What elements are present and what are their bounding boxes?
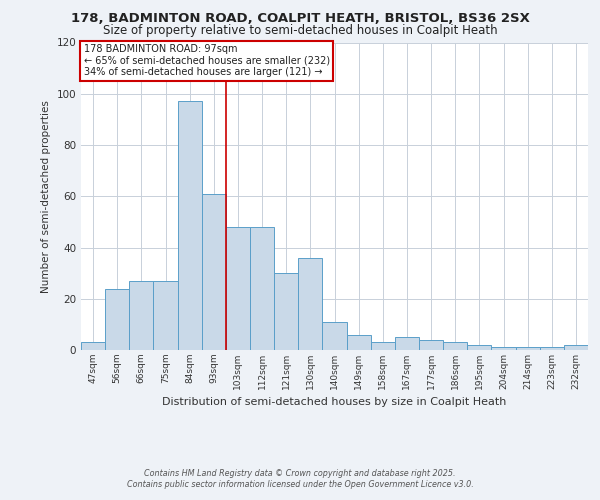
Bar bbox=[443, 342, 467, 350]
X-axis label: Distribution of semi-detached houses by size in Coalpit Heath: Distribution of semi-detached houses by … bbox=[163, 398, 506, 407]
Bar bbox=[347, 334, 371, 350]
Bar bbox=[419, 340, 443, 350]
Bar bbox=[540, 348, 564, 350]
Bar bbox=[322, 322, 347, 350]
Text: Size of property relative to semi-detached houses in Coalpit Heath: Size of property relative to semi-detach… bbox=[103, 24, 497, 37]
Bar bbox=[467, 345, 491, 350]
Bar bbox=[298, 258, 322, 350]
Bar bbox=[105, 288, 129, 350]
Bar bbox=[491, 348, 515, 350]
Text: 178 BADMINTON ROAD: 97sqm
← 65% of semi-detached houses are smaller (232)
34% of: 178 BADMINTON ROAD: 97sqm ← 65% of semi-… bbox=[83, 44, 329, 77]
Bar bbox=[564, 345, 588, 350]
Bar bbox=[250, 227, 274, 350]
Y-axis label: Number of semi-detached properties: Number of semi-detached properties bbox=[41, 100, 51, 292]
Bar bbox=[274, 273, 298, 350]
Bar bbox=[515, 348, 540, 350]
Bar bbox=[371, 342, 395, 350]
Text: 178, BADMINTON ROAD, COALPIT HEATH, BRISTOL, BS36 2SX: 178, BADMINTON ROAD, COALPIT HEATH, BRIS… bbox=[71, 12, 529, 26]
Bar bbox=[178, 102, 202, 350]
Bar bbox=[202, 194, 226, 350]
Bar bbox=[226, 227, 250, 350]
Text: Contains public sector information licensed under the Open Government Licence v3: Contains public sector information licen… bbox=[127, 480, 473, 489]
Bar bbox=[129, 281, 154, 350]
Bar bbox=[81, 342, 105, 350]
Bar bbox=[395, 337, 419, 350]
Text: Contains HM Land Registry data © Crown copyright and database right 2025.: Contains HM Land Registry data © Crown c… bbox=[144, 469, 456, 478]
Bar bbox=[154, 281, 178, 350]
